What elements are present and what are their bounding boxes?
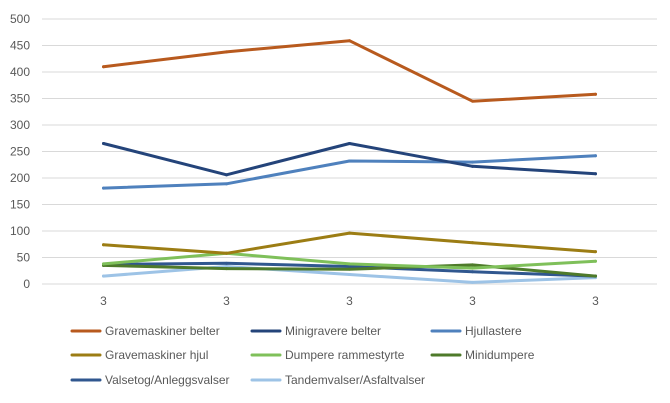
x-tick-label: 3 (100, 294, 107, 308)
legend: Gravemaskiner belter Minigravere belter Hj… (70, 324, 535, 387)
data-point (594, 172, 597, 176)
data-point (471, 263, 474, 267)
y-tick-label: 100 (10, 224, 30, 238)
legend-label: Tandemvalser/Asfaltvalser (285, 373, 425, 387)
data-point (225, 182, 228, 186)
data-point (348, 231, 351, 235)
series-line (102, 39, 597, 103)
data-point (102, 186, 105, 190)
series-line (102, 231, 597, 255)
x-axis-tick-labels: 3 3 3 3 3 (100, 294, 599, 308)
data-point (594, 274, 597, 278)
x-tick-label: 3 (592, 294, 599, 308)
data-point (225, 251, 228, 255)
data-point (225, 50, 228, 54)
gridlines (42, 18, 657, 285)
data-point (471, 266, 474, 270)
data-point (102, 142, 105, 146)
data-point (102, 274, 105, 278)
legend-item: Tandemvalser/Asfaltvalser (250, 373, 425, 387)
data-point (471, 270, 474, 274)
legend-label: Minigravere belter (285, 324, 381, 338)
data-point (102, 65, 105, 69)
y-tick-label: 300 (10, 118, 30, 132)
legend-label: Valsetog/Anleggsvalser (105, 373, 230, 387)
data-point (348, 39, 351, 43)
series-lines (102, 39, 597, 284)
legend-item: Hjullastere (430, 324, 522, 338)
legend-item: Dumpere rammestyrte (250, 348, 405, 362)
data-point (348, 262, 351, 266)
y-tick-label: 350 (10, 92, 30, 106)
y-tick-label: 400 (10, 65, 30, 79)
legend-label: Gravemaskiner belter (105, 324, 220, 338)
y-tick-label: 500 (10, 12, 30, 26)
legend-label: Gravemaskiner hjul (105, 348, 208, 362)
data-point (225, 267, 228, 271)
data-point (348, 272, 351, 276)
x-tick-label: 3 (469, 294, 476, 308)
data-point (102, 243, 105, 247)
data-point (348, 159, 351, 163)
data-point (348, 142, 351, 146)
x-tick-label: 3 (346, 294, 353, 308)
legend-label: Hjullastere (465, 324, 522, 338)
y-tick-label: 200 (10, 171, 30, 185)
data-point (471, 164, 474, 168)
data-point (348, 265, 351, 269)
data-point (225, 173, 228, 177)
data-point (102, 262, 105, 266)
x-tick-label: 3 (223, 294, 230, 308)
data-point (471, 280, 474, 284)
data-point (594, 250, 597, 254)
data-point (594, 92, 597, 96)
y-tick-label: 50 (17, 251, 31, 265)
y-tick-label: 0 (23, 277, 30, 291)
legend-item: Gravemaskiner hjul (70, 348, 208, 362)
data-point (471, 241, 474, 245)
y-axis-tick-labels: 0 50 100 150 200 250 300 350 400 450 500 (10, 12, 30, 291)
data-point (594, 259, 597, 263)
y-tick-label: 250 (10, 145, 30, 159)
data-point (594, 154, 597, 158)
data-point (471, 160, 474, 164)
data-point (471, 99, 474, 103)
legend-label: Minidumpere (465, 348, 535, 362)
data-point (348, 267, 351, 271)
data-point (225, 261, 228, 265)
y-tick-label: 150 (10, 198, 30, 212)
legend-item: Minidumpere (430, 348, 535, 362)
legend-item: Gravemaskiner belter (70, 324, 220, 338)
legend-item: Valsetog/Anleggsvalser (70, 373, 230, 387)
legend-item: Minigravere belter (250, 324, 381, 338)
y-tick-label: 450 (10, 39, 30, 53)
legend-label: Dumpere rammestyrte (285, 348, 405, 362)
